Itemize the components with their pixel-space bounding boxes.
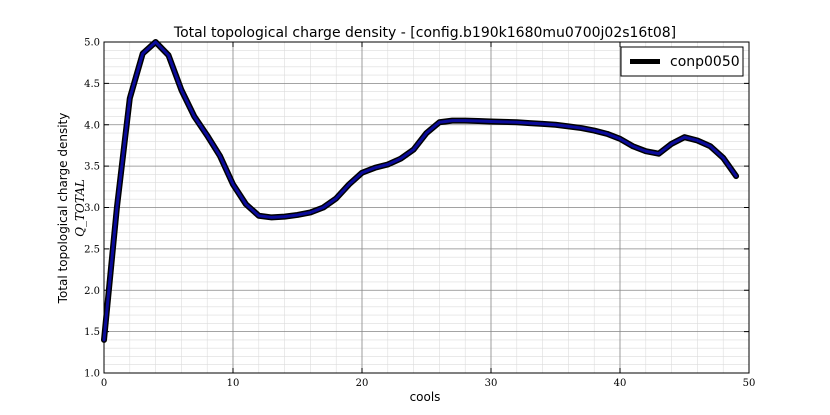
- data-point: [412, 148, 415, 151]
- y-tick-label: 1.5: [84, 327, 100, 338]
- data-point: [644, 150, 647, 153]
- data-point: [347, 183, 351, 186]
- x-tick-label: 40: [614, 378, 627, 389]
- data-point: [734, 174, 738, 178]
- data-point: [257, 214, 260, 217]
- data-point: [115, 206, 119, 209]
- axis-ticks: [103, 41, 750, 374]
- y-tick-label: 3.0: [84, 203, 100, 214]
- data-point: [309, 211, 312, 214]
- y-tick-label: 5.0: [84, 38, 100, 49]
- data-point: [696, 139, 699, 142]
- y-tick-label: 4.0: [84, 120, 100, 131]
- data-point: [631, 145, 635, 148]
- data-point: [141, 52, 144, 55]
- data-point: [683, 135, 686, 139]
- data-point: [438, 121, 441, 124]
- data-point: [206, 134, 209, 137]
- x-tick-label: 30: [485, 378, 498, 389]
- y-tick-label: 3.5: [84, 162, 100, 173]
- data-point: [567, 125, 570, 128]
- data-point: [167, 54, 170, 57]
- x-tick-label: 20: [356, 378, 369, 389]
- x-tick-label: 0: [101, 378, 107, 389]
- data-point: [605, 132, 609, 136]
- series-points: [102, 40, 738, 342]
- data-point: [360, 171, 364, 174]
- data-point: [709, 145, 712, 148]
- data-point: [722, 156, 725, 160]
- y-axis-label: Total topological charge density: [56, 113, 70, 305]
- data-point: [528, 121, 531, 125]
- data-point: [425, 131, 428, 135]
- data-point: [231, 183, 235, 186]
- data-point: [554, 123, 557, 126]
- data-point: [244, 202, 248, 206]
- legend: conp0050: [620, 46, 744, 77]
- data-point: [593, 129, 596, 132]
- y-tick-label: 1.0: [84, 369, 100, 380]
- data-point: [283, 215, 286, 218]
- data-point: [451, 119, 454, 122]
- y-axis-sublabel: Q_TOTAL: [73, 179, 87, 237]
- series-line-conp0050: [102, 40, 738, 342]
- data-point: [270, 216, 273, 219]
- data-point: [502, 120, 506, 124]
- data-point: [657, 152, 660, 155]
- x-axis-label: cools: [410, 390, 441, 404]
- data-point: [515, 121, 518, 124]
- data-point: [180, 88, 183, 92]
- x-tick-labels: 0 10 20 30 40 50: [101, 378, 756, 389]
- legend-label: conp0050: [670, 54, 740, 70]
- data-point: [296, 213, 299, 217]
- data-point: [154, 40, 157, 44]
- y-tick-labels: 1.0 1.5 2.0 2.5 3.0 3.5 4.0 4.5 5.0: [84, 38, 100, 380]
- data-point: [464, 119, 467, 122]
- data-point: [373, 166, 377, 169]
- data-point: [580, 126, 583, 130]
- data-point: [489, 120, 493, 123]
- x-tick-label: 10: [227, 378, 240, 389]
- data-point: [218, 154, 222, 158]
- data-point: [541, 122, 544, 126]
- x-tick-label: 50: [743, 378, 756, 389]
- chart-title: Total topological charge density - [conf…: [173, 25, 676, 41]
- y-tick-label: 2.5: [84, 244, 100, 255]
- y-tick-label: 2.0: [84, 286, 100, 297]
- y-tick-label: 4.5: [84, 79, 100, 90]
- data-point: [102, 338, 106, 342]
- data-point: [193, 115, 196, 118]
- data-point: [670, 142, 673, 145]
- data-point: [128, 97, 131, 100]
- data-point: [386, 163, 389, 166]
- data-point: [618, 137, 622, 141]
- data-point: [476, 119, 480, 123]
- data-point: [322, 206, 325, 209]
- data-point: [399, 157, 402, 160]
- data-point: [335, 197, 338, 200]
